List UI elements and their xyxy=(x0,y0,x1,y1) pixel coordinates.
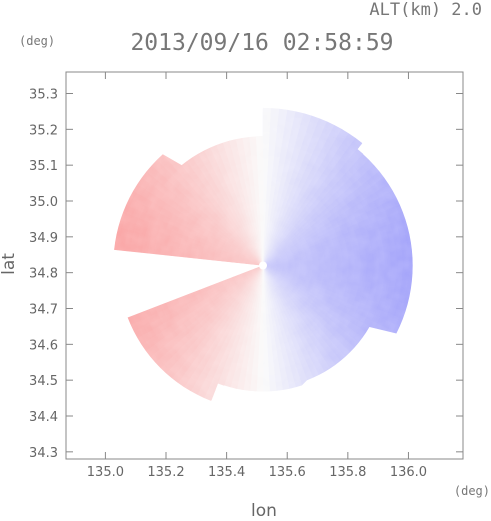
x-tick-label: 135.0 xyxy=(87,465,124,480)
y-tick-label: 35.2 xyxy=(29,123,58,138)
x-tick-label: 135.8 xyxy=(329,465,366,480)
x-tick-label: 136.0 xyxy=(390,465,427,480)
x-axis-label: lon xyxy=(251,501,277,521)
y-tick-label: 34.8 xyxy=(29,267,58,282)
altitude-label: ALT(km) 2.0 xyxy=(369,0,482,20)
plot-frame xyxy=(65,71,464,460)
y-tick-label: 34.4 xyxy=(29,410,58,425)
datetime-title: 2013/09/16 02:58:59 xyxy=(130,30,393,56)
x-unit-label: (deg) xyxy=(454,484,490,498)
y-tick-label: 34.9 xyxy=(29,231,58,246)
y-tick-label: 34.6 xyxy=(29,338,58,353)
y-tick-label: 35.0 xyxy=(29,195,58,210)
y-tick-label: 35.3 xyxy=(29,88,58,103)
y-tick-label: 34.3 xyxy=(29,446,58,461)
x-axis-ticks: 135.0 135.2 135.4 135.6 135.8 136.0 xyxy=(87,72,427,480)
y-axis-ticks: 34.3 34.4 34.5 34.6 34.7 34.8 34.9 35.0 35.1 35.2… xyxy=(29,88,463,461)
y-tick-label: 34.7 xyxy=(29,303,58,318)
x-tick-label: 135.4 xyxy=(208,465,245,480)
x-tick-label: 135.6 xyxy=(269,465,306,480)
y-unit-label: (deg) xyxy=(19,34,55,48)
no-echo-mask xyxy=(66,72,463,459)
y-axis-label: lat xyxy=(0,253,19,275)
y-tick-label: 35.1 xyxy=(29,159,58,174)
x-tick-label: 135.2 xyxy=(147,465,184,480)
radar-velocity-field xyxy=(66,72,463,459)
y-tick-label: 34.5 xyxy=(29,374,58,389)
radar-site-marker xyxy=(258,261,267,270)
